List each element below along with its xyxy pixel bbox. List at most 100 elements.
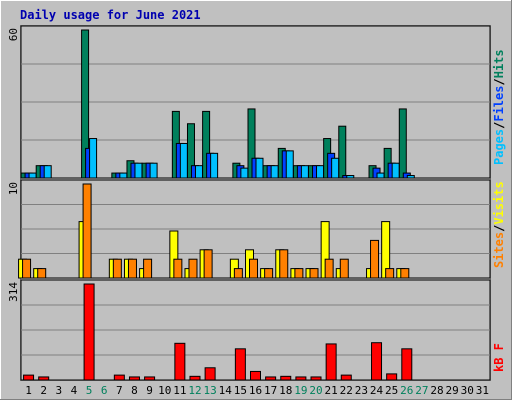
bar-kb-f xyxy=(401,348,413,381)
chart-title: Daily usage for June 2021 xyxy=(20,8,201,22)
bar-kb-f xyxy=(234,348,246,381)
bar-hits xyxy=(338,125,347,179)
bar-kb-f xyxy=(310,376,322,381)
panel-visits-sites: 10 xyxy=(7,179,491,279)
bar-kb-f xyxy=(250,370,261,381)
bar-sites xyxy=(22,258,32,279)
bar-sites xyxy=(203,249,213,279)
day-label: 29 xyxy=(446,384,459,397)
bar-kb-f xyxy=(280,375,292,381)
bar-sites xyxy=(400,268,410,279)
legend-hits-files-pages: Pages/Files/Hits xyxy=(492,49,506,165)
bar-kb-f xyxy=(371,342,383,381)
bar-kb-f xyxy=(204,367,216,381)
day-label: 4 xyxy=(71,384,78,397)
legend-visits-sites-part: / xyxy=(492,225,506,232)
bar-pages xyxy=(149,162,158,179)
bar-kb-f xyxy=(38,376,50,381)
chart-panels: 60 10 314 xyxy=(7,25,491,381)
bar-pages xyxy=(194,165,203,179)
bar-sites xyxy=(324,258,334,279)
bar-sites xyxy=(127,258,137,279)
bar-pages xyxy=(285,150,294,179)
legend-hits-files-pages-part: Hits xyxy=(492,49,506,78)
bar-pages xyxy=(134,162,143,179)
bar-sites xyxy=(264,268,274,279)
bar-kb-f xyxy=(295,376,307,381)
bar-pages xyxy=(89,138,98,179)
bar-kb-f xyxy=(174,342,186,381)
bar-pages xyxy=(331,157,340,179)
day-label: 20 xyxy=(309,384,322,397)
panel-kbytes: 314 xyxy=(7,279,491,381)
bar-pages xyxy=(270,165,279,179)
bar-sites xyxy=(233,268,243,279)
panel-hits-files-pages: 60 xyxy=(7,25,491,179)
bar-kb-f xyxy=(386,373,398,381)
day-label: 21 xyxy=(325,384,338,397)
bar-sites xyxy=(112,258,122,279)
day-label: 30 xyxy=(461,384,474,397)
day-label: 2 xyxy=(40,384,47,397)
day-label: 26 xyxy=(400,384,413,397)
legend-kbytes-part: kB F xyxy=(492,343,506,372)
day-label: 8 xyxy=(131,384,138,397)
bar-pages xyxy=(179,142,188,179)
day-label: 28 xyxy=(430,384,443,397)
day-label: 7 xyxy=(116,384,123,397)
bar-kb-f xyxy=(189,375,201,381)
day-label: 22 xyxy=(340,384,353,397)
legend-visits-sites-part: Visits xyxy=(492,181,506,224)
legend-hits-files-pages-part: Files xyxy=(492,86,506,122)
panel-max-label: 10 xyxy=(7,182,20,195)
bar-sites xyxy=(82,183,92,279)
series-sites xyxy=(22,183,410,279)
day-label: 19 xyxy=(294,384,307,397)
bar-kb-f xyxy=(83,283,95,381)
bar-pages xyxy=(43,165,52,179)
bar-kb-f xyxy=(325,343,337,381)
bar-pages xyxy=(28,172,37,179)
bar-kb-f xyxy=(113,374,125,381)
day-label: 9 xyxy=(146,384,153,397)
day-label: 18 xyxy=(279,384,292,397)
bar-sites xyxy=(370,239,380,279)
day-label: 11 xyxy=(173,384,186,397)
day-label: 17 xyxy=(264,384,277,397)
series-pages xyxy=(28,138,415,179)
day-label: 10 xyxy=(158,384,171,397)
bar-sites xyxy=(385,268,395,279)
bar-kb-f xyxy=(144,376,156,381)
day-label: 27 xyxy=(415,384,428,397)
day-label: 12 xyxy=(188,384,201,397)
bar-hits xyxy=(398,108,407,179)
bar-sites xyxy=(173,258,183,279)
bar-pages xyxy=(376,172,385,179)
chart-legends: Pages/Files/Hits Sites/Visits kB F xyxy=(492,49,506,372)
day-label: 14 xyxy=(219,384,233,397)
bar-sites xyxy=(249,258,258,279)
legend-visits-sites-part: Sites xyxy=(492,232,506,268)
bar-pages xyxy=(210,152,219,179)
day-label: 3 xyxy=(56,384,63,397)
legend-kbytes: kB F xyxy=(492,343,506,372)
x-axis-labels: 1 2 3 4 5 6 7 8 9 10 11 12 13 14 15 16 17 18 19 20 21 22 23 24 2… xyxy=(25,384,489,397)
bar-pages xyxy=(119,172,128,179)
bar-sites xyxy=(143,258,153,279)
day-label: 13 xyxy=(203,384,216,397)
bar-kb-f xyxy=(340,374,352,381)
bar-sites xyxy=(309,268,319,279)
day-label: 23 xyxy=(355,384,368,397)
bar-pages xyxy=(240,167,249,179)
bar-pages xyxy=(391,162,400,179)
bar-sites xyxy=(279,249,289,279)
series-kb-f xyxy=(23,283,413,381)
legend-hits-files-pages-part: Pages xyxy=(492,129,506,165)
bar-pages xyxy=(406,175,415,179)
day-label: 16 xyxy=(249,384,262,397)
legend-visits-sites: Sites/Visits xyxy=(492,181,506,268)
bar-kb-f xyxy=(23,374,35,381)
bar-pages xyxy=(255,157,264,179)
